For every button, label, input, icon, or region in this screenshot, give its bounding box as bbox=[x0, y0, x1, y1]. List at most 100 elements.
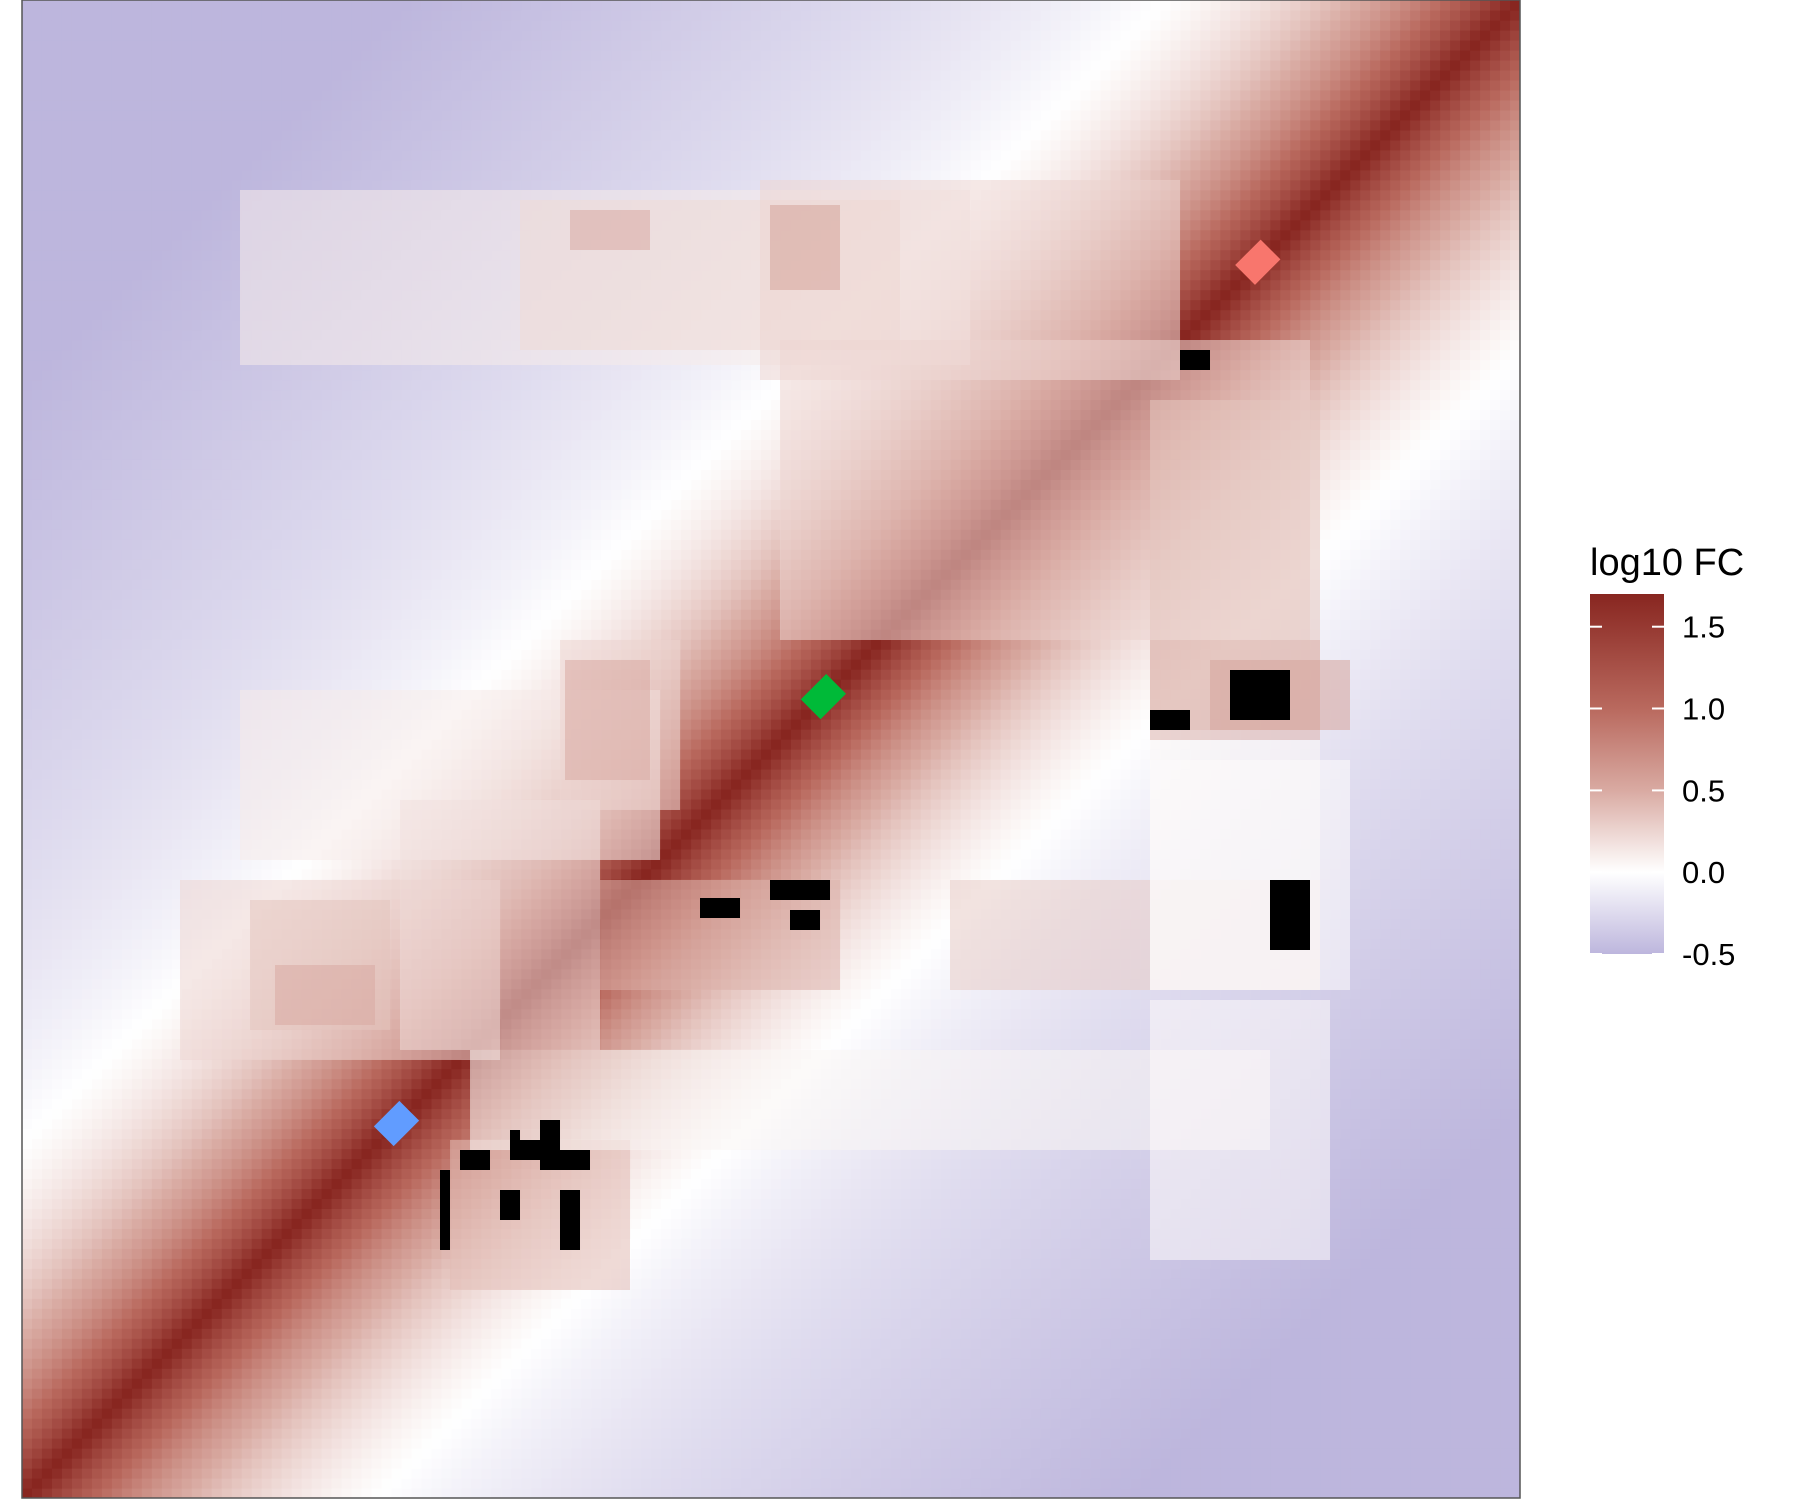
heatmap-cell bbox=[61, 1308, 73, 1319]
heatmap-cell bbox=[51, 339, 63, 351]
heatmap-cell bbox=[41, 519, 53, 530]
heatmap-cell bbox=[191, 339, 203, 351]
heatmap-cell bbox=[271, 499, 283, 510]
heatmap-cell bbox=[181, 599, 193, 610]
heatmap-cell bbox=[81, 968, 93, 980]
heatmap-cell bbox=[251, 159, 263, 171]
heatmap-cell bbox=[131, 679, 143, 690]
heatmap-cell bbox=[291, 1258, 303, 1269]
heatmap-cell bbox=[41, 1138, 53, 1150]
heatmap-cell bbox=[261, 649, 273, 660]
heatmap-cell bbox=[291, 629, 303, 640]
heatmap-cell bbox=[271, 1128, 283, 1140]
heatmap-cell bbox=[201, 1258, 213, 1269]
heatmap-cell bbox=[201, 379, 213, 391]
heatmap-cell bbox=[261, 1328, 273, 1339]
heatmap-cell bbox=[321, 629, 333, 640]
heatmap-cell bbox=[231, 0, 243, 11]
heatmap-cell bbox=[101, 89, 113, 101]
heatmap-cell bbox=[101, 349, 113, 361]
heatmap-cell bbox=[51, 99, 63, 111]
heatmap-cell bbox=[281, 1058, 293, 1070]
heatmap-cell bbox=[311, 399, 323, 411]
heatmap-cell bbox=[121, 699, 133, 710]
heatmap-cell bbox=[161, 369, 173, 381]
heatmap-cell bbox=[141, 1068, 153, 1080]
heatmap-cell bbox=[31, 928, 43, 940]
heatmap-cell bbox=[111, 299, 123, 311]
heatmap-cell bbox=[231, 868, 243, 880]
heatmap-cell bbox=[31, 729, 43, 740]
heatmap-cell bbox=[91, 1068, 103, 1080]
heatmap-cell bbox=[221, 479, 233, 490]
heatmap-cell bbox=[161, 1248, 173, 1259]
heatmap-cell bbox=[41, 928, 53, 940]
heatmap-cell bbox=[141, 938, 153, 950]
heatmap-cell bbox=[231, 629, 243, 640]
heatmap-cell bbox=[211, 868, 223, 880]
heatmap-cell bbox=[301, 1138, 313, 1150]
heatmap-cell bbox=[61, 1198, 73, 1209]
heatmap-cell bbox=[271, 659, 283, 670]
heatmap-cell bbox=[141, 1488, 153, 1498]
heatmap-cell bbox=[101, 1468, 113, 1479]
heatmap-cell bbox=[281, 659, 293, 670]
heatmap-cell bbox=[22, 798, 33, 810]
heatmap-cell bbox=[241, 479, 253, 490]
heatmap-cell bbox=[211, 689, 223, 700]
heatmap-cell bbox=[311, 419, 323, 431]
heatmap-cell bbox=[71, 359, 83, 371]
heatmap-cell bbox=[221, 1318, 233, 1329]
heatmap-cell bbox=[211, 459, 223, 470]
heatmap-cell bbox=[31, 1038, 43, 1050]
heatmap-cell bbox=[271, 1398, 283, 1409]
heatmap-cell bbox=[111, 1128, 123, 1140]
heatmap-cell bbox=[31, 1348, 43, 1359]
heatmap-cell bbox=[71, 609, 83, 620]
heatmap-cell bbox=[171, 1388, 183, 1399]
heatmap-cell bbox=[31, 529, 43, 540]
heatmap-cell bbox=[161, 0, 173, 11]
heatmap-cell bbox=[51, 1138, 63, 1150]
heatmap-cell bbox=[61, 79, 73, 91]
heatmap-cell bbox=[151, 459, 163, 470]
heatmap-cell bbox=[191, 359, 203, 371]
heatmap-cell bbox=[41, 1068, 53, 1080]
heatmap-cell bbox=[31, 569, 43, 580]
heatmap-cell bbox=[111, 539, 123, 550]
heatmap-cell bbox=[221, 489, 233, 500]
heatmap-cell bbox=[131, 469, 143, 480]
heatmap-cell bbox=[231, 828, 243, 840]
heatmap-cell bbox=[81, 938, 93, 950]
heatmap-cell bbox=[211, 719, 223, 730]
heatmap-cell bbox=[41, 309, 53, 321]
heatmap-cell bbox=[51, 479, 63, 490]
heatmap-cell bbox=[181, 788, 193, 800]
heatmap-cell bbox=[81, 1488, 93, 1498]
heatmap-cell bbox=[141, 689, 153, 700]
heatmap-cell bbox=[211, 599, 223, 610]
heatmap-cell bbox=[151, 339, 163, 351]
heatmap-cell bbox=[211, 619, 223, 630]
heatmap-cell bbox=[181, 589, 193, 600]
heatmap-cell bbox=[41, 359, 53, 371]
heatmap-cell bbox=[161, 219, 173, 231]
heatmap-cell bbox=[321, 49, 333, 61]
heatmap-cell bbox=[71, 429, 83, 441]
heatmap-cell bbox=[51, 9, 63, 21]
heatmap-cell bbox=[91, 479, 103, 490]
heatmap-cell bbox=[231, 768, 243, 780]
heatmap-cell bbox=[22, 749, 33, 760]
heatmap-cell bbox=[171, 848, 183, 860]
heatmap-cell bbox=[171, 948, 183, 960]
heatmap-cell bbox=[22, 699, 33, 710]
heatmap-cell bbox=[51, 1458, 63, 1469]
heatmap-cell bbox=[181, 179, 193, 191]
heatmap-cell bbox=[191, 1178, 203, 1190]
heatmap-cell bbox=[51, 1008, 63, 1020]
heatmap-cell bbox=[211, 639, 223, 650]
heatmap-cell bbox=[31, 549, 43, 560]
heatmap-cell bbox=[291, 1438, 303, 1449]
heatmap-cell bbox=[71, 0, 83, 11]
heatmap-cell bbox=[31, 1128, 43, 1140]
